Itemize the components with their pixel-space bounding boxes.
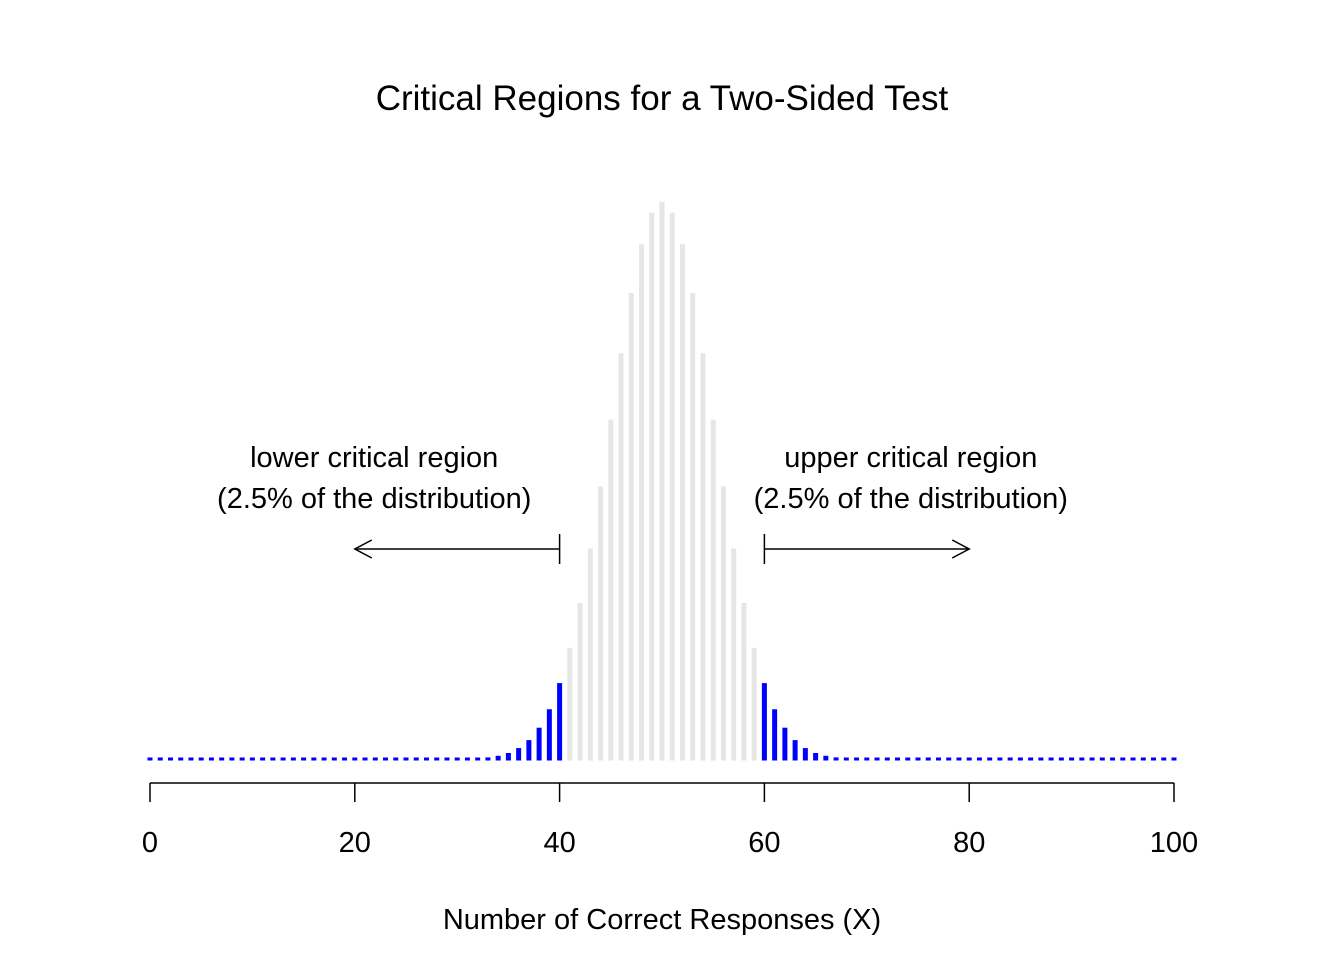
x-axis-label: Number of Correct Responses (X) <box>443 904 881 936</box>
x-tick-label: 100 <box>1150 827 1198 859</box>
x-tick-label: 60 <box>748 827 780 859</box>
bars-group <box>147 201 1177 761</box>
lower-region-label: lower critical region <box>250 442 498 474</box>
x-tick-label: 20 <box>339 827 371 859</box>
annotations-group: lower critical region (2.5% of the distri… <box>217 442 1068 564</box>
x-tick-label: 80 <box>953 827 985 859</box>
upper-region-label: upper critical region <box>784 442 1037 474</box>
upper-region-arrow <box>763 534 971 564</box>
upper-region-percent: (2.5% of the distribution) <box>754 483 1068 515</box>
lower-region-arrow <box>353 534 561 564</box>
lower-region-percent: (2.5% of the distribution) <box>217 483 531 515</box>
x-tick-label: 40 <box>543 827 575 859</box>
x-tick-label: 0 <box>142 827 158 859</box>
chart-title: Critical Regions for a Two-Sided Test <box>376 79 949 118</box>
x-axis: 0 20 40 60 80 100 <box>142 782 1198 859</box>
